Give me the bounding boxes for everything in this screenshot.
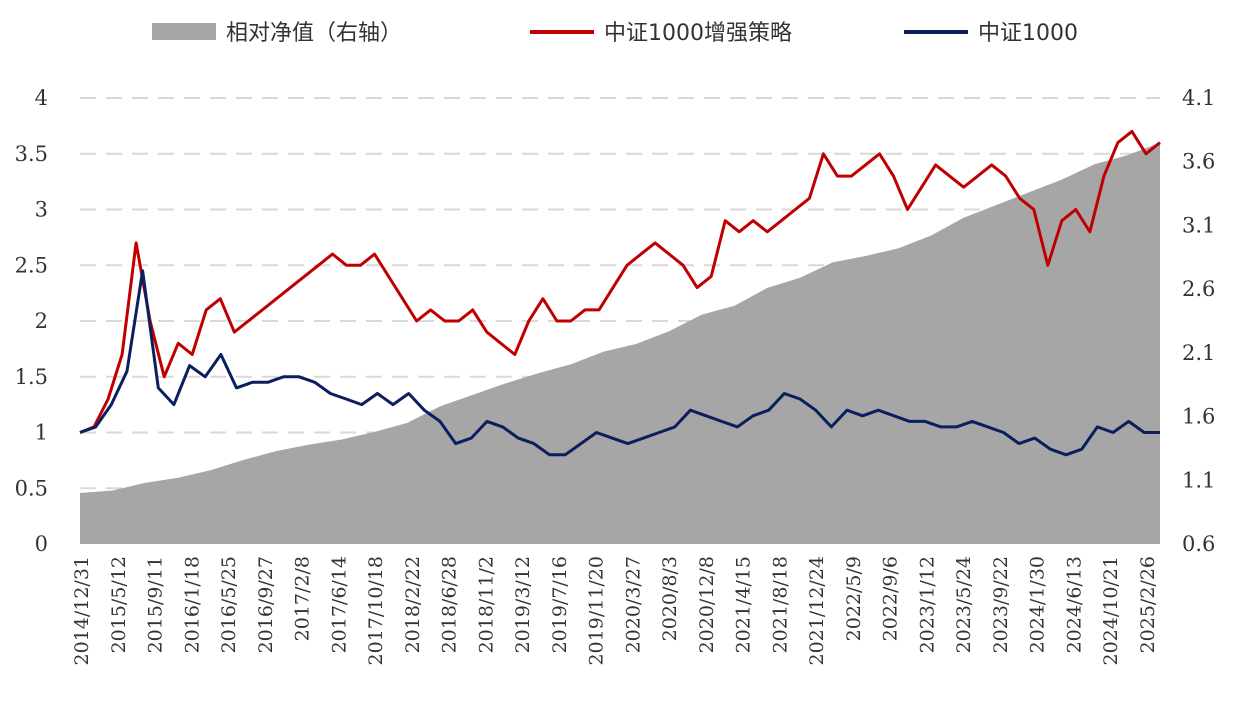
y-axis-left: 0 0.5 1 1.5 2 2.5 3 3.5 4 xyxy=(15,86,48,556)
x-tick-label: 2019/11/20 xyxy=(586,556,608,666)
x-tick-label: 2019/3/12 xyxy=(512,556,534,653)
x-tick-label: 2020/8/3 xyxy=(659,556,681,641)
y-right-tick-label: 3.1 xyxy=(1182,213,1215,237)
line-series-layer xyxy=(79,129,1161,457)
y-left-tick-label: 2.5 xyxy=(15,253,48,277)
x-tick-label: 2018/11/2 xyxy=(475,556,497,653)
x-tick-label: 2021/8/18 xyxy=(769,556,791,653)
x-tick-label: 2016/1/18 xyxy=(181,556,203,653)
x-tick-label: 2022/5/9 xyxy=(843,556,865,641)
y-right-tick-label: 1.1 xyxy=(1182,468,1215,492)
x-tick-label: 2014/12/31 xyxy=(71,556,93,666)
x-tick-label: 2018/2/22 xyxy=(402,556,424,653)
x-tick-label: 2015/9/11 xyxy=(145,556,167,653)
y-left-tick-label: 3.5 xyxy=(15,142,48,166)
series-line-strategy xyxy=(79,129,1161,434)
legend-swatch-relative-nav xyxy=(152,23,216,40)
x-tick-label: 2017/6/14 xyxy=(328,556,350,653)
y-left-tick-label: 1.5 xyxy=(15,365,48,389)
x-tick-label: 2017/10/18 xyxy=(365,556,387,666)
legend: 相对净值（右轴） 中证1000增强策略 中证1000 xyxy=(152,21,1078,46)
x-tick-label: 2023/1/12 xyxy=(916,556,938,653)
legend-label-strategy: 中证1000增强策略 xyxy=(604,21,792,46)
y-right-tick-label: 3.6 xyxy=(1182,150,1215,174)
x-tick-label: 2017/2/8 xyxy=(292,556,314,641)
legend-label-csi1000: 中证1000 xyxy=(978,21,1078,46)
x-tick-label: 2024/1/30 xyxy=(1027,556,1049,653)
x-tick-label: 2024/10/21 xyxy=(1100,556,1122,666)
x-tick-label: 2020/3/27 xyxy=(622,556,644,653)
x-tick-label: 2023/9/22 xyxy=(990,556,1012,653)
y-left-tick-label: 0 xyxy=(35,532,48,556)
y-left-tick-label: 2 xyxy=(35,309,48,333)
x-tick-label: 2020/12/8 xyxy=(696,556,718,653)
y-left-tick-label: 1 xyxy=(35,421,48,445)
legend-label-relative-nav: 相对净值（右轴） xyxy=(226,21,402,46)
y-left-tick-label: 0.5 xyxy=(15,476,48,500)
y-right-tick-label: 4.1 xyxy=(1182,86,1215,110)
y-right-tick-label: 2.6 xyxy=(1182,277,1215,301)
y-left-tick-label: 3 xyxy=(35,198,48,222)
y-right-tick-label: 1.6 xyxy=(1182,405,1215,429)
x-tick-label: 2018/6/28 xyxy=(439,556,461,653)
series-line-csi1000 xyxy=(79,269,1160,457)
x-tick-label: 2019/7/16 xyxy=(549,556,571,653)
x-tick-label: 2024/6/13 xyxy=(1063,556,1085,653)
y-right-tick-label: 2.1 xyxy=(1182,341,1215,365)
x-tick-label: 2021/4/15 xyxy=(733,556,755,653)
x-tick-label: 2015/5/12 xyxy=(108,556,130,653)
y-axis-right: 0.6 1.1 1.6 2.1 2.6 3.1 3.6 4.1 xyxy=(1182,86,1215,556)
x-tick-label: 2021/12/24 xyxy=(806,556,828,666)
x-tick-label: 2023/5/24 xyxy=(953,556,975,653)
x-tick-label: 2016/9/27 xyxy=(255,556,277,653)
x-axis: 2014/12/31 2015/5/12 2015/9/11 2016/1/18 201… xyxy=(71,556,1159,666)
series-area-relative-nav xyxy=(80,142,1160,544)
x-tick-label: 2025/2/26 xyxy=(1137,556,1159,653)
x-tick-label: 2022/9/6 xyxy=(880,556,902,641)
x-tick-label: 2016/5/25 xyxy=(218,556,240,653)
area-series-layer xyxy=(80,142,1160,544)
y-left-tick-label: 4 xyxy=(35,86,48,110)
y-right-tick-label: 0.6 xyxy=(1182,532,1215,556)
